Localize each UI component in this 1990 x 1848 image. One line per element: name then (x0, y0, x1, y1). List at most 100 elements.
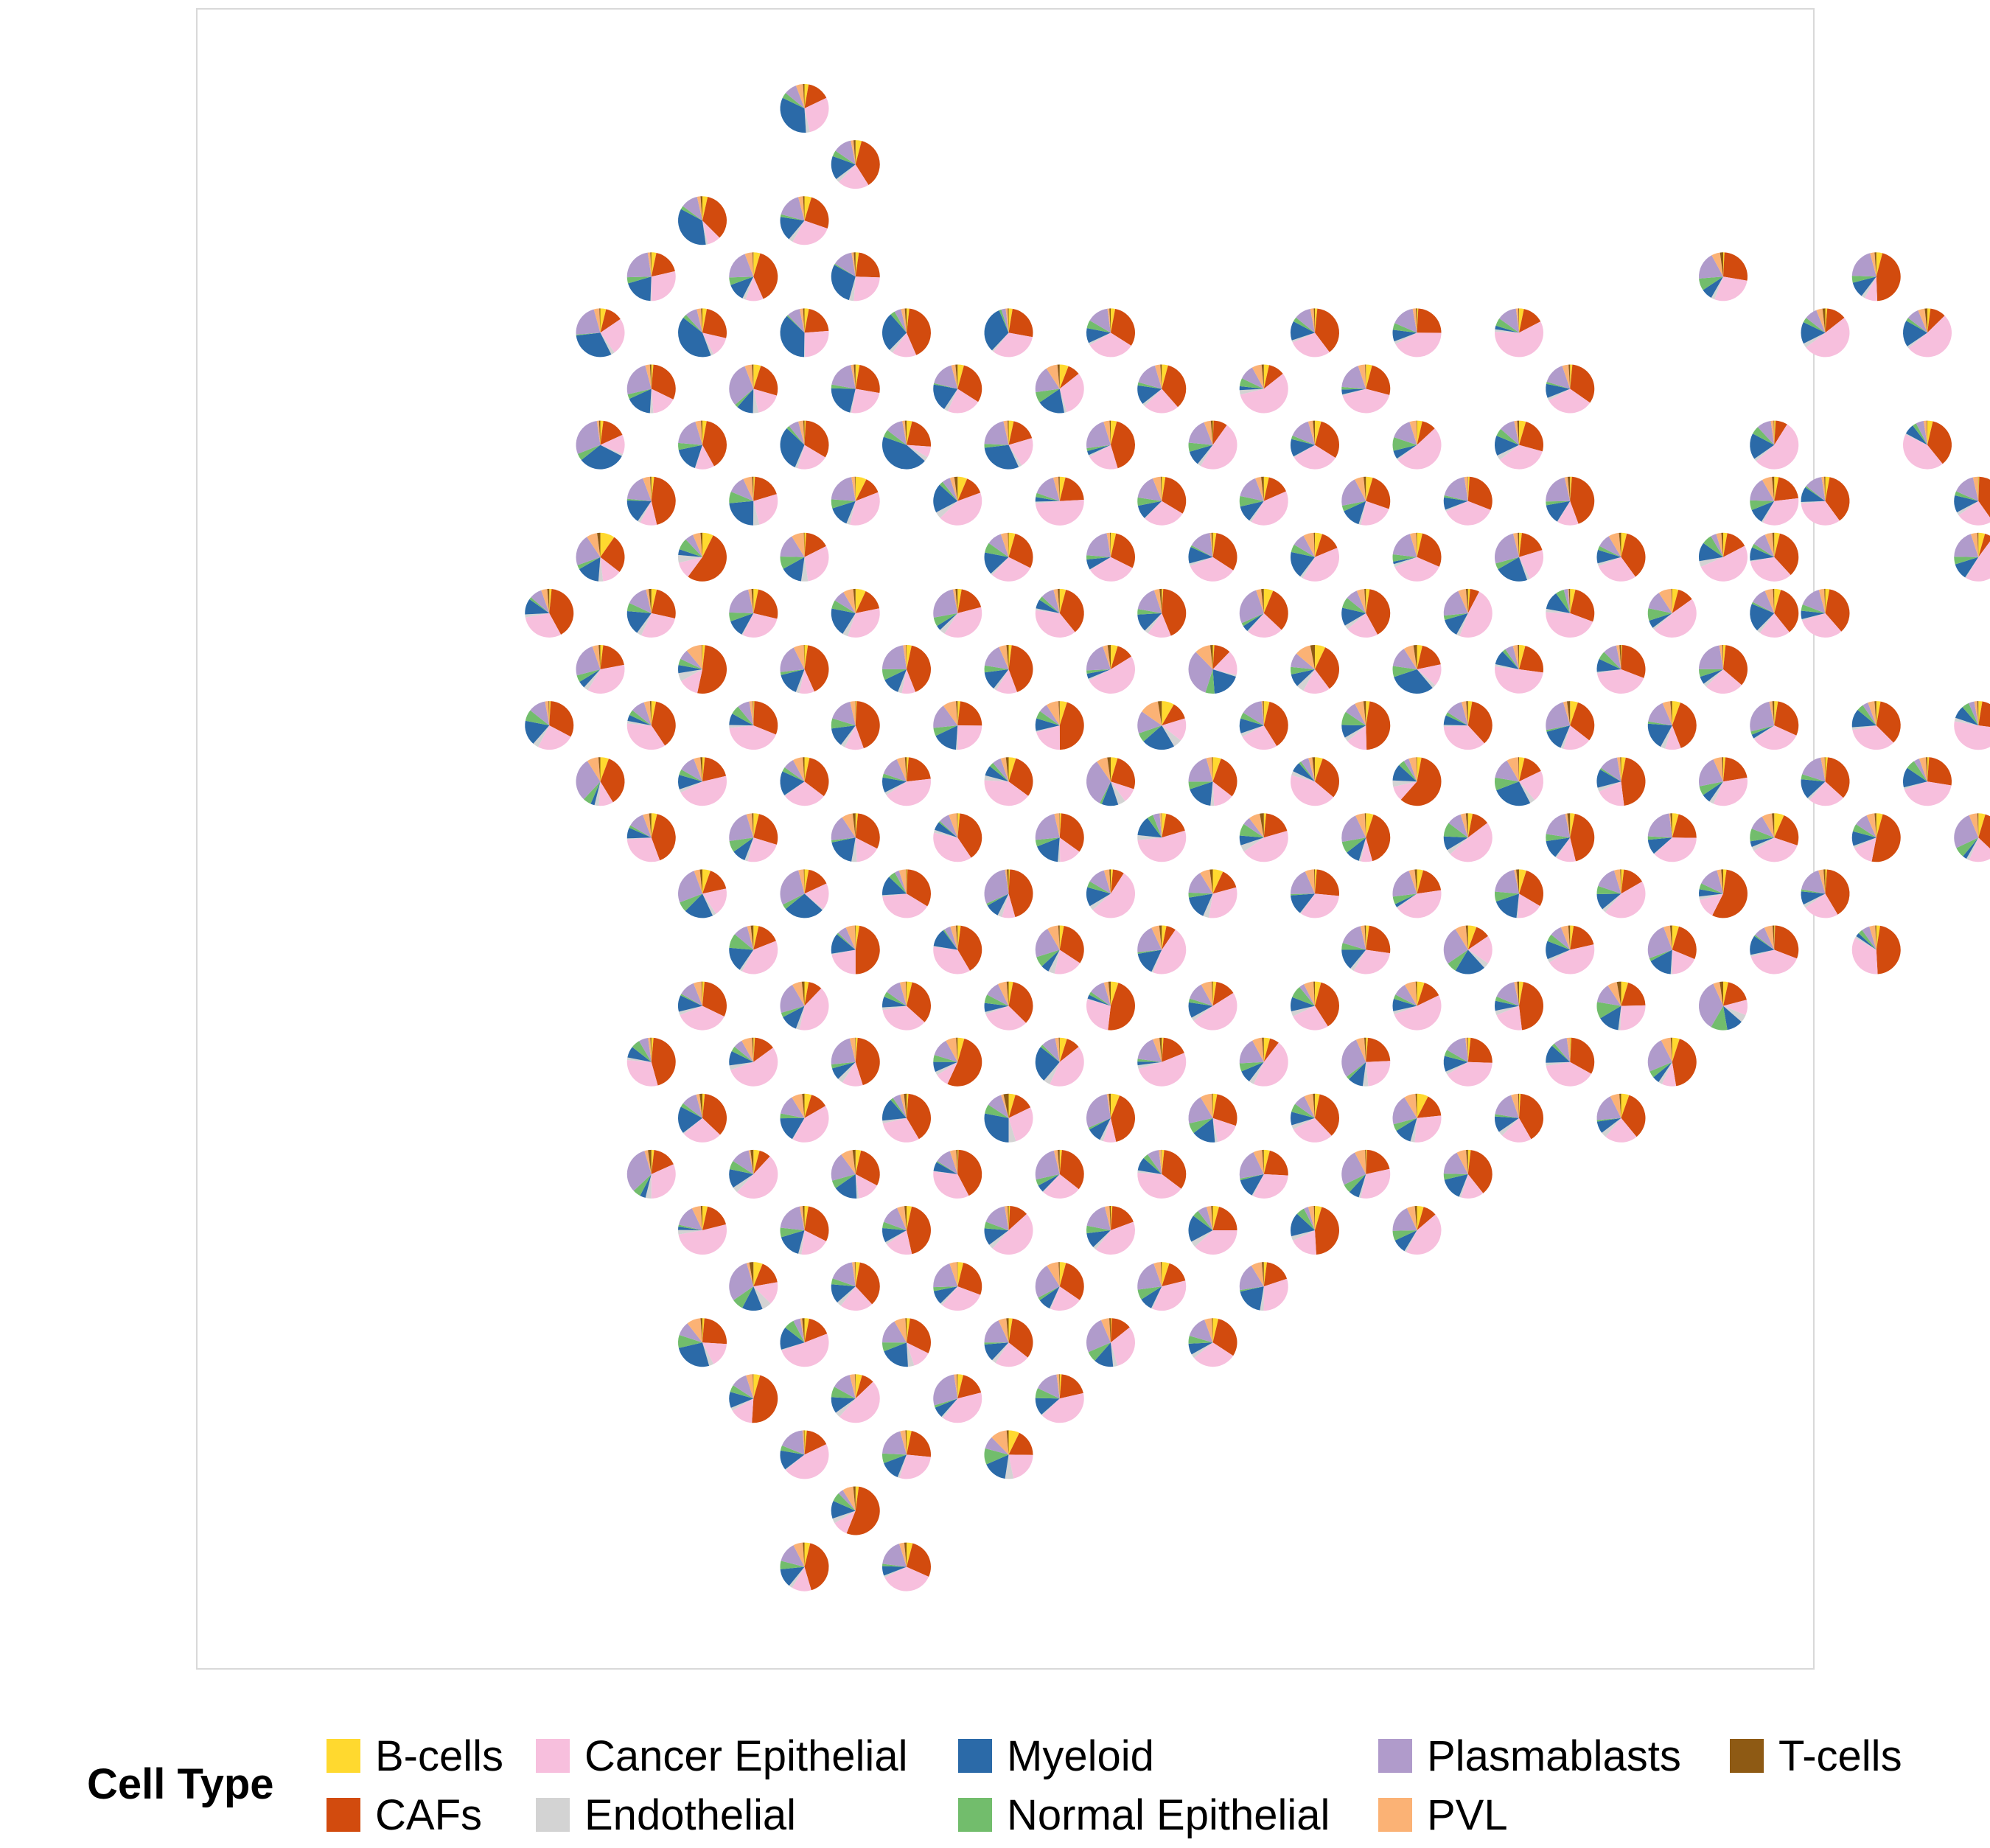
pie-slice (780, 1328, 805, 1350)
pie-slice (1162, 701, 1174, 726)
pie-slice (855, 1174, 859, 1199)
pie-slice (1647, 836, 1672, 840)
pie-slice (1086, 761, 1111, 803)
pie-slice (1344, 501, 1366, 525)
spot-pie (678, 1093, 727, 1143)
pie-slice (933, 1061, 958, 1073)
spot-pie (933, 588, 982, 638)
pie-slice (702, 1342, 714, 1366)
pie-slice (1290, 666, 1315, 675)
pie-slice (1058, 1262, 1060, 1287)
pie-slice (753, 476, 755, 501)
pie-slice (1086, 999, 1111, 1031)
pie-slice (1417, 1096, 1442, 1118)
pie-slice (831, 384, 856, 389)
spot-pie (831, 140, 880, 189)
pie-slice (1647, 927, 1672, 959)
pie-slice (576, 537, 601, 565)
pie-slice (729, 1392, 754, 1408)
pie-slice (853, 252, 856, 277)
pie-slice (1036, 725, 1060, 750)
pie-slice (576, 646, 601, 676)
pie-slice (1212, 420, 1227, 445)
pie-slice (1109, 1093, 1111, 1118)
pie-slice (985, 766, 1009, 782)
pie-slice (1008, 981, 1013, 1006)
spot-pie (1596, 757, 1646, 806)
legend-swatch (536, 1798, 570, 1832)
pie-slice (780, 1206, 805, 1230)
pie-slice (1764, 532, 1775, 557)
pie-slice (1672, 588, 1679, 613)
pie-slice (1210, 645, 1213, 669)
pie-slice (1111, 1327, 1135, 1366)
pie-slice (1597, 557, 1621, 566)
pie-slice (1596, 669, 1644, 694)
pie-slice (600, 537, 625, 573)
pie-slice (1086, 533, 1111, 557)
pie-slice (1806, 310, 1826, 333)
pie-slice (1212, 869, 1223, 894)
pie-slice (648, 1149, 652, 1174)
pie-slice (1008, 420, 1014, 445)
pie-slice (1495, 891, 1519, 902)
pie-slice (693, 981, 702, 1006)
pie-slice (1392, 437, 1417, 451)
pie-slice (1761, 501, 1775, 523)
pie-slice (1665, 725, 1681, 750)
pie-slice (753, 1262, 763, 1287)
pie-slice (1403, 645, 1417, 669)
pie-slice (600, 444, 624, 456)
pie-slice (781, 1005, 805, 1017)
pie-slice (1058, 1037, 1060, 1062)
pie-slice (1059, 1374, 1083, 1399)
spot-pie (1902, 757, 1952, 806)
pie-slice (733, 1375, 754, 1399)
pie-slice (1825, 757, 1850, 798)
pie-slice (1495, 325, 1519, 333)
pie-slice (1443, 823, 1468, 838)
pie-slice (1711, 1005, 1728, 1031)
pie-slice (1291, 551, 1315, 577)
pie-slice (1801, 779, 1826, 798)
pie-slice (846, 501, 856, 525)
pie-slice (702, 1093, 705, 1118)
pie-slice (785, 1320, 805, 1343)
pie-slice (894, 1318, 907, 1343)
pie-slice (881, 1099, 907, 1121)
spot-pie (1239, 1149, 1288, 1199)
pie-slice (1106, 1093, 1111, 1118)
pie-slice (984, 421, 1009, 445)
pie-slice (1672, 949, 1695, 974)
pie-slice (626, 1151, 652, 1191)
pie-slice (678, 1106, 702, 1133)
pie-slice (702, 1206, 727, 1230)
pie-slice (1417, 983, 1439, 1006)
pie-slice (1723, 1005, 1746, 1022)
pie-slice (907, 757, 909, 782)
pie-slice (1851, 709, 1876, 728)
pie-slice (1467, 476, 1468, 501)
pie-slice (1511, 1093, 1519, 1118)
pie-slice (1137, 609, 1162, 615)
spot-pie (626, 1037, 676, 1087)
pie-slice (835, 1174, 857, 1199)
pie-slice (855, 1262, 860, 1287)
spot-pie (933, 1374, 982, 1423)
pie-slice (1111, 308, 1135, 346)
pie-slice (1717, 869, 1723, 894)
pie-slice (984, 1448, 1009, 1465)
pie-slice (1495, 777, 1519, 791)
spot-pie (576, 420, 625, 470)
pie-slice (907, 869, 931, 907)
pie-slice (956, 1149, 958, 1174)
pie-slice (685, 309, 702, 333)
pie-slice (679, 1323, 702, 1343)
pie-slice (988, 1095, 1009, 1118)
pie-slice (1546, 381, 1571, 389)
pie-slice (1059, 588, 1066, 613)
pie-slice (1358, 501, 1366, 525)
pie-slice (1563, 701, 1571, 726)
pie-slice (907, 1093, 932, 1140)
pie-slice (1467, 588, 1470, 613)
